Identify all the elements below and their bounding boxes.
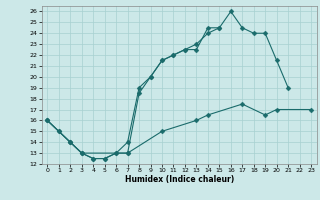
- X-axis label: Humidex (Indice chaleur): Humidex (Indice chaleur): [124, 175, 234, 184]
